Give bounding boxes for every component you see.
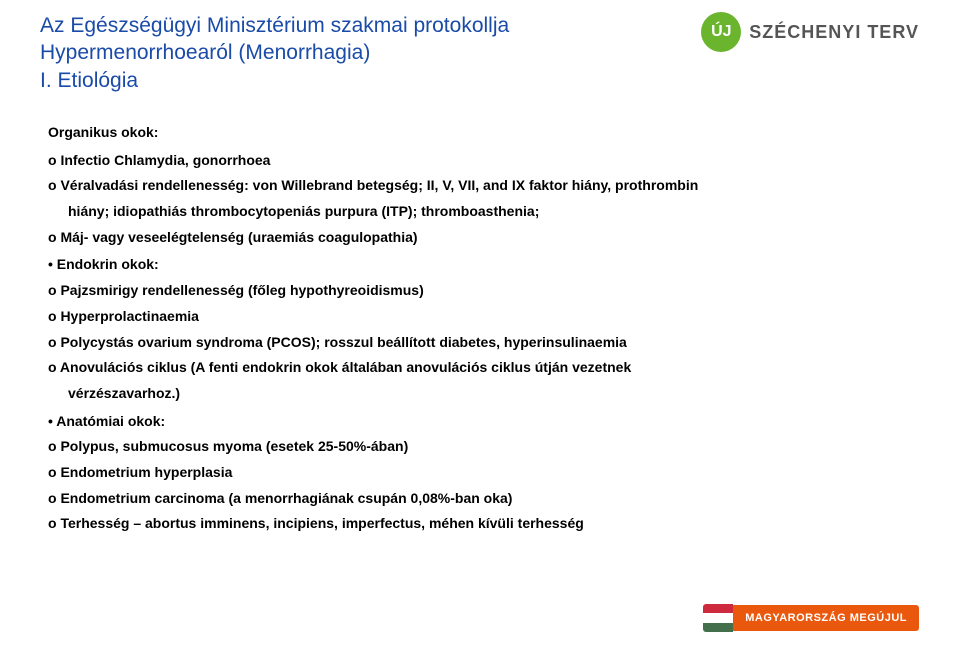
list-item: o Polycystás ovarium syndroma (PCOS); ro… [48,332,911,354]
list-item: o Véralvadási rendellenesség: von Willeb… [48,175,911,197]
document-section-heading: I. Etiológia [40,67,919,94]
list-item: o Infectio Chlamydia, gonorrhoea [48,150,911,172]
list-item-cont: vérzészavarhoz.) [48,383,911,405]
szechenyi-text: SZÉCHENYI TERV [749,22,919,43]
list-item: o Máj- vagy veseelégtelenség (uraemiás c… [48,227,911,249]
magyarorszag-badge: MAGYARORSZÁG MEGÚJUL [703,604,919,632]
szechenyi-logo: ÚJ SZÉCHENYI TERV [701,12,919,52]
list-item: o Endometrium hyperplasia [48,462,911,484]
list-item: o Anovulációs ciklus (A fenti endokrin o… [48,357,911,379]
uj-badge-icon: ÚJ [701,12,741,52]
hungary-flag-icon [703,604,733,632]
list-item: o Endometrium carcinoma (a menorrhagiána… [48,488,911,510]
list-item: o Polypus, submucosus myoma (esetek 25-5… [48,436,911,458]
section-endokrin: • Endokrin okok: [48,254,911,276]
magyarorszag-text: MAGYARORSZÁG MEGÚJUL [733,605,919,631]
document-body: Organikus okok: o Infectio Chlamydia, go… [48,120,911,539]
list-item: o Terhesség – abortus imminens, incipien… [48,513,911,535]
section-anatomiai: • Anatómiai okok: [48,411,911,433]
list-item: o Hyperprolactinaemia [48,306,911,328]
list-item-cont: hiány; idiopathiás thrombocytopeniás pur… [48,201,911,223]
section-organikus: Organikus okok: [48,122,911,144]
list-item: o Pajzsmirigy rendellenesség (főleg hypo… [48,280,911,302]
